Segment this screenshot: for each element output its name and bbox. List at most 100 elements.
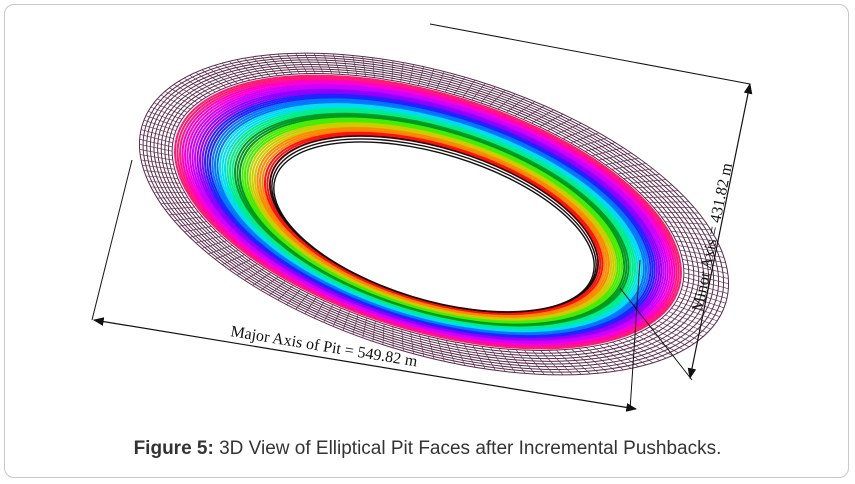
mesh-spoke — [201, 69, 227, 88]
mesh-spoke — [617, 168, 653, 175]
mesh-spoke — [400, 62, 404, 82]
mesh-spoke — [169, 87, 198, 104]
mesh-spoke — [362, 317, 367, 338]
mesh-spoke — [635, 334, 673, 356]
mesh-spoke — [141, 159, 174, 165]
mesh-spoke — [153, 102, 185, 117]
mesh-spoke — [140, 154, 173, 161]
outer-bench-mesh — [138, 52, 730, 376]
mesh-spoke — [173, 216, 203, 221]
mesh-spoke — [649, 201, 690, 203]
mesh-spoke — [352, 55, 358, 76]
mesh-spoke — [480, 86, 496, 104]
pit-3d-view: Major Axis of Pit = 549.82 m Minor Axis … — [91, 23, 753, 412]
mesh-spoke — [195, 235, 222, 244]
mesh-spoke — [372, 321, 376, 342]
mesh-spoke — [436, 71, 445, 90]
mesh-spoke — [640, 331, 679, 354]
mesh-spoke — [313, 53, 324, 74]
mesh-spoke — [142, 124, 175, 135]
mesh-spoke — [539, 113, 564, 128]
mesh-spoke — [222, 254, 245, 265]
mesh-spoke — [653, 323, 695, 344]
mesh-spoke — [668, 311, 711, 330]
mesh-spoke — [178, 221, 207, 227]
mesh-spoke — [145, 115, 178, 127]
mesh-spoke — [332, 53, 341, 75]
mesh-spoke — [150, 186, 183, 189]
mesh-spoke — [286, 289, 301, 305]
mesh-spoke — [157, 98, 188, 113]
mesh-spoke — [164, 206, 195, 210]
mesh-spoke — [141, 129, 174, 139]
major-axis-arrow — [92, 317, 638, 412]
mesh-spoke — [236, 59, 257, 80]
mesh-spoke — [184, 77, 211, 95]
mesh-spoke — [139, 139, 173, 148]
mesh-spoke — [160, 202, 192, 204]
mesh-spoke — [139, 144, 173, 152]
mesh-spoke — [531, 109, 554, 124]
mesh-spoke — [277, 285, 294, 301]
mesh-spoke — [611, 163, 646, 170]
mesh-spoke — [157, 197, 188, 199]
mesh-spoke — [639, 190, 679, 194]
mesh-spoke — [169, 211, 199, 216]
mesh-spoke — [624, 338, 660, 361]
mesh-spoke — [362, 56, 366, 77]
mesh-spoke — [605, 157, 639, 165]
mesh-spoke — [148, 111, 180, 124]
mesh-spoke — [418, 66, 424, 86]
mesh-spoke — [523, 105, 545, 120]
mesh-spoke — [139, 149, 173, 156]
mesh-spoke — [409, 64, 414, 84]
mesh-spoke — [453, 76, 465, 95]
mesh-spoke — [215, 249, 239, 260]
mesh-spoke — [208, 67, 232, 86]
mesh-spoke — [645, 329, 684, 351]
mesh-spoke — [661, 317, 704, 337]
figure-caption: Figure 5: 3D View of Elliptical Pit Face… — [0, 438, 855, 460]
mesh-spoke — [208, 245, 233, 255]
mesh-spoke — [201, 240, 227, 249]
mesh-spoke — [391, 60, 394, 81]
mesh-spoke — [140, 134, 173, 143]
mesh-spoke — [649, 326, 690, 348]
mesh-spoke — [644, 196, 684, 198]
mesh-spoke — [184, 226, 212, 232]
mesh-spoke — [323, 53, 332, 75]
mesh-spoke — [244, 57, 264, 78]
mesh-spoke — [547, 118, 573, 131]
mesh-spoke — [260, 276, 279, 291]
mesh-spoke — [160, 94, 191, 110]
mesh-spoke — [372, 57, 375, 78]
mesh-spoke — [591, 147, 624, 156]
mesh-spoke — [189, 74, 216, 93]
mesh-spoke — [221, 62, 244, 83]
mesh-spoke — [427, 68, 435, 88]
mesh-spoke — [577, 137, 608, 148]
mesh-spoke — [150, 106, 183, 120]
mesh-spoke — [471, 83, 486, 101]
mesh-spoke — [236, 263, 258, 276]
mesh-spoke — [570, 132, 599, 144]
mesh-spoke — [252, 272, 272, 286]
mesh-spoke — [189, 230, 217, 238]
pit-bottom-ring — [273, 141, 595, 313]
mesh-spoke — [148, 181, 180, 184]
mesh-spoke — [585, 142, 616, 152]
mesh-spoke — [295, 293, 309, 310]
mesh-spoke — [506, 97, 526, 113]
figure-caption-label: Figure 5: — [133, 438, 214, 459]
mesh-spoke — [260, 55, 278, 76]
mesh-spoke — [304, 297, 317, 314]
mesh-spoke — [244, 268, 265, 281]
minor-axis-arrow — [687, 82, 753, 380]
mesh-spoke — [143, 170, 177, 175]
mesh-spoke — [295, 53, 308, 74]
figure-caption-text: 3D View of Elliptical Pit Faces after In… — [213, 438, 722, 459]
mesh-spoke — [562, 127, 591, 139]
mesh-spoke — [555, 123, 582, 135]
mesh-spoke — [173, 84, 203, 101]
mesh-spoke — [145, 175, 178, 179]
